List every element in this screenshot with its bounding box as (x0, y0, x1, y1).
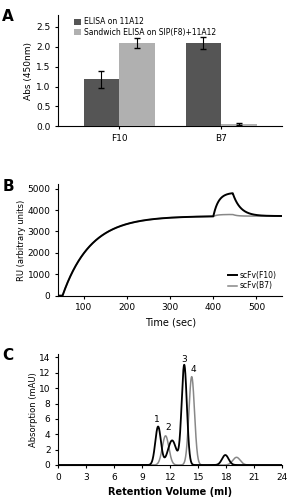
Text: C: C (2, 348, 13, 363)
Text: 4: 4 (191, 366, 196, 374)
Legend: scFv(F10), scFv(B7): scFv(F10), scFv(B7) (226, 270, 278, 292)
Bar (221, 124, 257, 126)
Text: A: A (2, 10, 14, 24)
Text: 2: 2 (166, 423, 171, 432)
Bar (119, 43, 155, 126)
Bar (186, 43, 221, 126)
Bar (84, 80, 119, 126)
X-axis label: Time (sec): Time (sec) (145, 318, 196, 328)
Text: 3: 3 (181, 354, 187, 364)
X-axis label: Retention Volume (ml): Retention Volume (ml) (108, 487, 232, 497)
Y-axis label: Absorption (mAU): Absorption (mAU) (29, 372, 38, 446)
Legend: ELISA on 11A12, Sandwich ELISA on SIP(F8)+11A12: ELISA on 11A12, Sandwich ELISA on SIP(F8… (73, 16, 217, 38)
Y-axis label: RU (arbitrary units): RU (arbitrary units) (17, 200, 26, 280)
Text: 1: 1 (154, 414, 160, 424)
Y-axis label: Abs (450nm): Abs (450nm) (24, 42, 33, 100)
Text: B: B (2, 178, 14, 194)
